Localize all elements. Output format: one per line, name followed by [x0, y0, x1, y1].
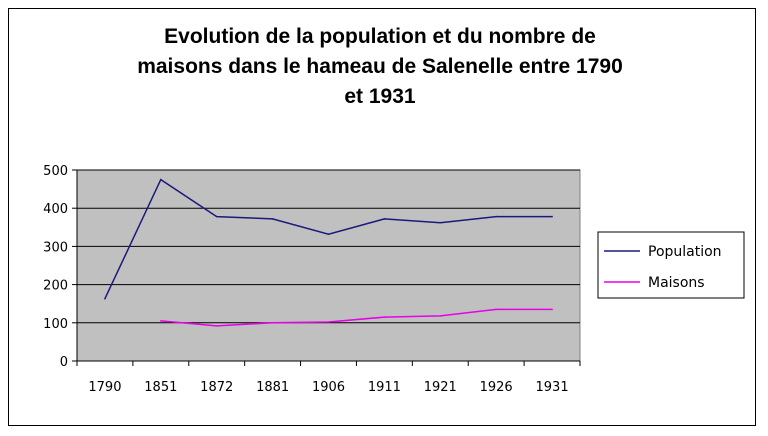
data-point-population [551, 215, 553, 218]
x-tick-label: 1851 [144, 380, 177, 395]
y-tick-label: 300 [43, 240, 68, 255]
x-tick-label: 1926 [480, 380, 513, 395]
legend-label-maisons: Maisons [648, 275, 705, 291]
data-point-maisons [439, 315, 442, 317]
y-tick-label: 0 [60, 355, 68, 370]
y-tick-label: 200 [43, 279, 68, 294]
data-point-maisons [215, 325, 218, 327]
data-point-maisons [495, 308, 497, 311]
x-tick-label: 1931 [536, 380, 569, 395]
data-point-maisons [160, 320, 162, 322]
data-point-maisons [271, 322, 274, 324]
title-line-3: et 1931 [344, 85, 416, 108]
x-tick-label: 1881 [256, 380, 289, 395]
title-line-1: Evolution de la population et du nombre … [164, 25, 596, 48]
y-tick-label: 400 [43, 202, 68, 217]
data-point-population [104, 297, 106, 300]
legend [597, 231, 745, 299]
data-point-population [495, 215, 497, 218]
chart-title: Evolution de la population et du nombre … [80, 22, 680, 112]
data-point-maisons [551, 308, 553, 311]
y-tick-label: 100 [43, 317, 68, 332]
data-point-population [439, 221, 442, 224]
x-tick-label: 1872 [200, 380, 233, 395]
x-tick-label: 1911 [368, 380, 401, 395]
data-point-population [160, 178, 162, 181]
data-point-population [215, 215, 218, 218]
legend-label-population: Population [648, 244, 722, 260]
data-point-population [271, 218, 274, 220]
x-tick-label: 1921 [424, 380, 457, 395]
data-point-population [383, 218, 386, 220]
title-line-2: maisons dans le hameau de Salenelle entr… [137, 55, 623, 78]
x-tick-label: 1906 [312, 380, 345, 395]
data-point-maisons [327, 321, 330, 323]
data-point-maisons [383, 316, 386, 318]
y-tick-label: 500 [43, 164, 68, 179]
series-line-maisons [160, 308, 553, 327]
x-tick-label: 1790 [88, 380, 121, 395]
data-point-population [327, 233, 330, 235]
